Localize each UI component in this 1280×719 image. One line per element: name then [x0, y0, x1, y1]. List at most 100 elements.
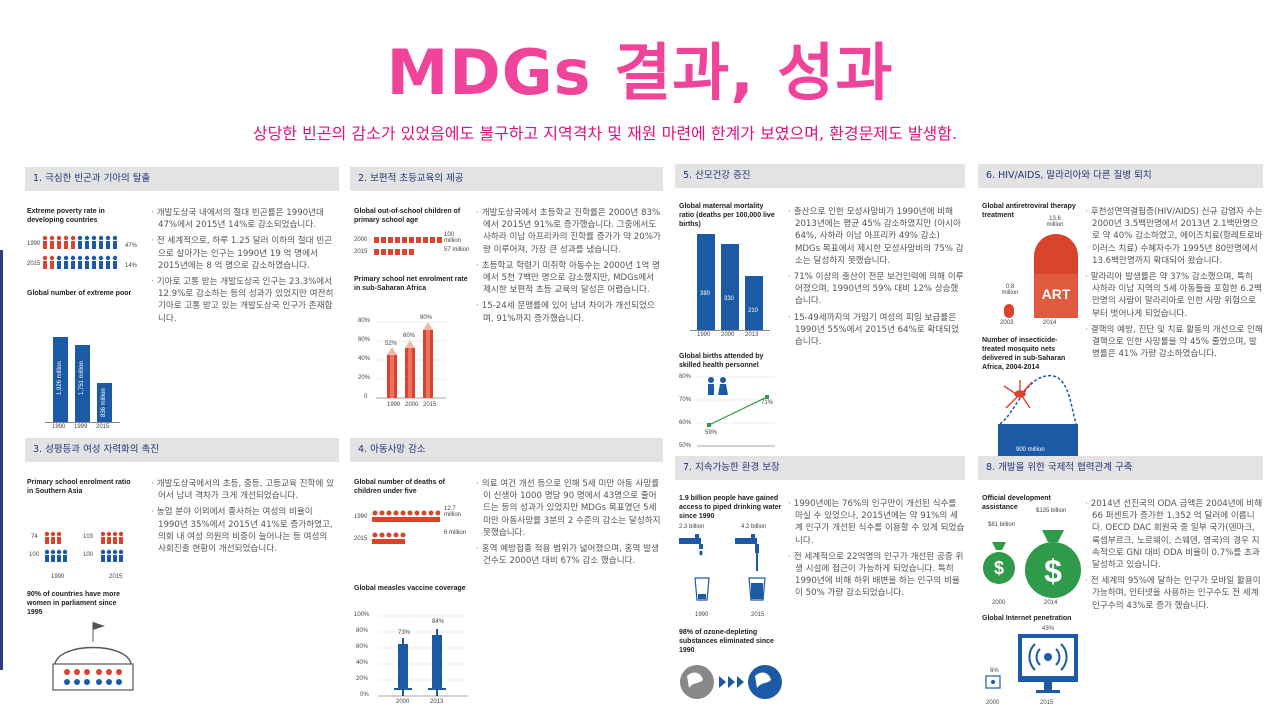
bullet-item: 초등학교 학령기 미취학 아동수는 2000년 1억 명에서 5천 7백만 명으…	[476, 260, 662, 297]
panel-global-partnership: 8. 개발을 위한 국제적 협력관계 구축 Official developme…	[978, 456, 1263, 710]
chart-title: Official development assistance	[982, 495, 1051, 512]
chart-title: Global antiretroviral therapy treatment	[982, 203, 1076, 220]
bar-label: 1,926 million	[57, 361, 63, 395]
bullet-item: 전 세계적으로 22억명의 인구가 개선된 공중 위생 시설에 접근이 가능하게…	[788, 551, 965, 600]
chart-title: 1.9 billion people have gained access to…	[679, 495, 782, 521]
value-label: 4.2 billion	[741, 524, 767, 530]
value-label: 12.7 million	[444, 506, 462, 518]
y-tick: 0%	[360, 692, 369, 698]
y-tick: 60%	[679, 420, 692, 426]
svg-text:$: $	[994, 558, 1004, 578]
panel-poverty: 1. 극심한 빈곤과 기아의 탈출 Extreme poverty rate i…	[25, 167, 339, 431]
year-label: 2000	[986, 700, 1000, 706]
glass-2015	[748, 577, 766, 601]
year-label: 1990	[27, 241, 41, 247]
net-bar	[998, 424, 1078, 456]
bullet-item: 개발도상국에서 초등학교 진학률은 2000년 83%에서 2015년 91%로…	[476, 207, 662, 256]
bullet-item: 기아로 고통 받는 개발도상국 인구는 23.3%에서 12.9%로 감소하는 …	[151, 276, 337, 325]
value-label: 103	[83, 534, 94, 540]
bar-1990: 1,926 million	[53, 337, 68, 422]
value-label: 73%	[398, 630, 411, 636]
mosquito-icon	[1003, 380, 1033, 409]
bullet-list: 개발도상국 내에서의 절대 빈곤률은 1990년대 47%에서 2015년 14…	[151, 207, 337, 329]
syringe-bar-chart	[378, 615, 468, 697]
net-outline	[999, 375, 1077, 425]
value-label: 14%	[125, 263, 138, 269]
year-label: 2000	[396, 699, 410, 705]
bullet-list: 개발도상국에서 초등학교 진학률은 2000년 83%에서 2015년 91%로…	[476, 207, 662, 329]
value-label: 84%	[432, 619, 445, 625]
girls-icons-2015	[100, 531, 124, 544]
y-tick: 60%	[356, 644, 369, 650]
boys-icons-1990	[44, 549, 68, 562]
year-label: 1990	[52, 424, 66, 430]
chart-title: Number of insecticide-treated mosquito n…	[982, 337, 1066, 372]
left-edge-bar	[0, 250, 3, 670]
people-icons-chart	[42, 235, 118, 269]
value-label: 74	[31, 534, 38, 540]
bullet-item: 출산으로 인한 모성사망비가 1990년에 비해 2013년에는 평균 45% …	[788, 206, 965, 267]
value-label: 900 million	[1016, 447, 1045, 453]
year-label: 1990	[51, 574, 65, 580]
bar-2013	[745, 276, 763, 330]
year-label: 2015	[27, 261, 41, 267]
water-taps-chart	[679, 534, 766, 601]
bullet-item: 홍역 예방접종 적용 범위가 넓어졌으며, 홍역 발생 건수도 2000년 대비…	[476, 543, 662, 567]
x-axis	[690, 330, 770, 331]
page-title: MDGs 결과, 성과	[386, 36, 894, 109]
year-label: 2014	[1044, 600, 1058, 606]
pencil-2000	[405, 340, 415, 398]
bullet-item: 2014년 선진국의 ODA 금액은 2004년에 비해 66 퍼센트가 증가한…	[1085, 498, 1263, 571]
arrow-icons	[719, 676, 744, 688]
bar-2015: 836 million	[97, 383, 112, 422]
children-icons-chart	[374, 237, 442, 255]
trend-line	[708, 396, 768, 426]
parliament-icon	[52, 622, 134, 691]
mosquito-net-chart	[998, 375, 1078, 456]
bullet-item: 말라리아 발생률은 약 37% 감소했으며, 특히 사하라 이남 지역의 5세 …	[1085, 271, 1263, 320]
bullet-item: 의료 여건 개선 등으로 인해 5세 미만 아동 사망률이 신생아 1000 명…	[476, 478, 662, 539]
point-1990	[707, 423, 711, 427]
year-label: 2000	[992, 600, 1006, 606]
bar-value: 330	[724, 296, 735, 302]
bullet-item: 개발도상국 내에서의 절대 빈곤률은 1990년대 47%에서 2015년 14…	[151, 207, 337, 231]
year-label: 2015	[354, 536, 368, 542]
value-label: 6%	[990, 668, 999, 674]
girls-icons-1990	[44, 531, 62, 544]
value-label: 43%	[1042, 626, 1055, 632]
bar-label: 1,751 million	[79, 361, 85, 395]
year-label: 2015	[354, 249, 368, 255]
year-label: 1990	[697, 332, 711, 338]
pencil-bar-chart	[376, 321, 446, 399]
svg-text:$: $	[1044, 553, 1062, 589]
chart-title: Global births attended by skilled health…	[679, 353, 764, 370]
year-label: 2000	[354, 237, 368, 243]
bullet-item: 전 세계의 95%에 달하는 인구가 모바일 활용이 가능하며, 인터넷을 사용…	[1085, 575, 1263, 612]
tap-1990	[679, 534, 703, 549]
y-tick: 80%	[679, 374, 692, 380]
chart-title: Primary school net enrolment rate in sub…	[354, 276, 468, 293]
value-label: 80%	[420, 315, 433, 321]
y-tick: 50%	[679, 443, 692, 449]
year-label: 2015	[751, 612, 765, 618]
panel-header: 1. 극심한 빈곤과 기아의 탈출	[25, 167, 339, 191]
year-label: 2015	[1040, 700, 1054, 706]
bullet-item: 개발도상국에서의 초등, 중등, 고등교육 진학에 있어서 남녀 격차가 크게 …	[151, 478, 337, 502]
small-monitor-2000	[985, 675, 1001, 689]
chart-title: Global measles vaccine coverage	[354, 585, 466, 592]
y-tick: 20%	[356, 676, 369, 682]
chart-title: Extreme poverty rate in developing count…	[27, 208, 105, 225]
bullet-item: 15-24세 문맹률에 있어 남녀 차이가 개선되었으며, 91%까지 증가했습…	[476, 300, 662, 324]
globe-icon-after	[748, 665, 782, 699]
bullet-item: 농업 분야 이외에서 종사하는 여성의 비율이 1990년 35%에서 2015…	[151, 506, 337, 555]
money-bags-chart: $ $	[983, 530, 1081, 598]
tap-2015	[735, 534, 759, 571]
boys-icons-2015	[100, 549, 124, 562]
small-pill-2003	[1004, 304, 1014, 318]
chart-title: Primary school enrolment ratio in Southe…	[27, 479, 131, 496]
year-label: 1990	[354, 514, 368, 520]
year-label: 1999	[74, 424, 88, 430]
value-label: 71%	[761, 400, 774, 406]
value-label: 2.3 billion	[679, 524, 705, 530]
value-label: 100	[83, 552, 94, 558]
